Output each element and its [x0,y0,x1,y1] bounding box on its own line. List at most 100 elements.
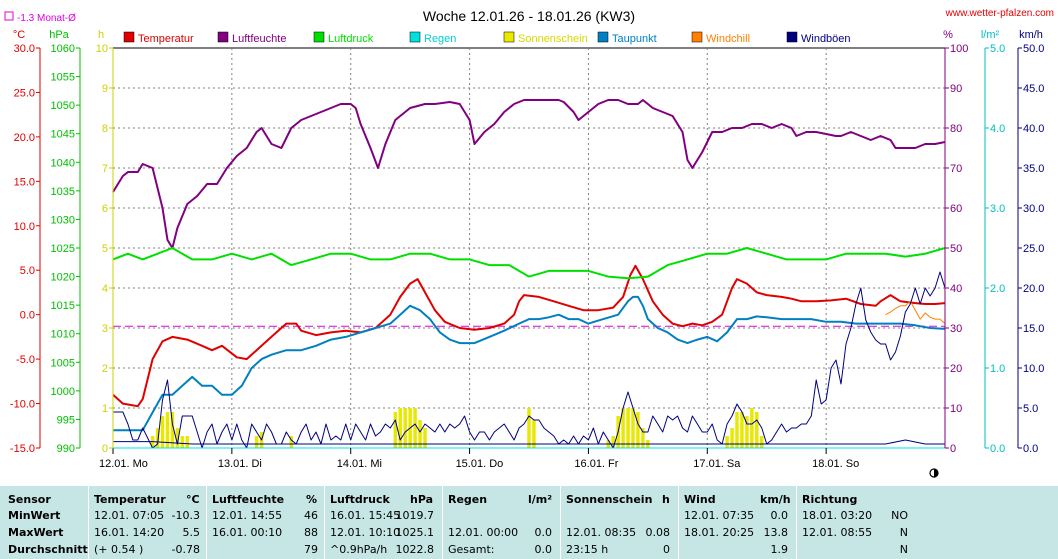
th-rain-unit: l/m² [528,493,553,506]
table-cell: 0.0 [770,509,789,522]
sun-tick-label: 8 [102,123,108,135]
series-line-dewpoint [113,295,946,432]
table-cell: 12.01. 10:10 [330,526,401,539]
sunshine-bar [740,412,744,448]
table-cell: 18.01. 20:25 [684,526,755,539]
humidity-tick-label: 60 [950,203,962,215]
table-divider [796,486,797,559]
legend-swatch [786,31,798,43]
sunshine-bar [755,412,759,448]
legend-label: Regen [424,33,456,45]
temp-tick-label: 5.0 [20,265,35,277]
table-cell: 16.01. 00:10 [212,526,283,539]
th-press: Luftdruck [330,493,390,506]
rain-unit: l/m² [981,29,1000,41]
table-cell: 1019.7 [395,509,435,522]
sun-tick-label: 4 [102,283,108,295]
table-cell: 12.01. 14:55 [212,509,283,522]
wind-tick-label: 20.0 [1023,283,1044,295]
row-label: MaxWert [8,526,64,539]
humidity-tick-label: 100 [950,43,968,55]
humidity-tick-label: 50 [950,243,962,255]
table-cell: 1.9 [770,543,789,556]
pressure-tick-label: 1005 [51,357,75,369]
legend-swatch [691,31,703,43]
stats-table: Sensor Temperatur °C Luftfeuchte % Luftd… [0,486,1058,559]
table-divider [560,486,561,559]
wind-tick-label: 25.0 [1023,243,1044,255]
table-cell: 5.5 [182,526,201,539]
humidity-tick-label: 0 [950,443,956,455]
sun-tick-label: 2 [102,363,108,375]
table-cell: 0 [663,543,670,556]
x-tick-label: 17.01. Sa [693,458,741,470]
wind-tick-label: 30.0 [1023,203,1044,215]
table-divider [324,486,325,559]
sunshine-bar [725,436,729,448]
wind-tick-label: 10.0 [1023,363,1044,375]
table-cell: 12.01. 08:55 [802,526,873,539]
pressure-tick-label: 990 [57,443,75,455]
table-cell: -10.3 [171,509,200,522]
sunshine-bar [180,436,185,448]
pressure-tick-label: 1045 [51,129,75,141]
table-divider [88,486,89,559]
th-sun-unit: h [662,493,670,506]
series-line-humidity [112,99,946,249]
rain-tick-label: 1.0 [990,363,1005,375]
website-label: www.wetter-pfalzen.com [945,8,1054,19]
sunshine-bar [413,408,417,448]
table-cell: -0.78 [171,543,200,556]
temp-unit: °C [13,29,25,41]
table-divider [678,486,679,559]
sunshine-bar [403,408,407,448]
month-avg-label: -1.3 Monat-Ø [17,13,76,24]
table-cell: ^0.9hPa/h [330,543,388,556]
pressure-tick-label: 1060 [51,43,75,55]
th-dir: Richtung [802,493,858,506]
temp-tick-label: -15.0 [10,443,35,455]
table-cell: 12.01. 08:35 [566,526,637,539]
sun-tick-label: 9 [102,83,108,95]
humidity-tick-label: 70 [950,163,962,175]
row-label: Durchschnitt [8,543,88,556]
chart-title: Woche 12.01.26 - 18.01.26 (KW3) [423,8,635,24]
table-cell: 0.0 [534,526,553,539]
x-tick-label: 18.01. So [812,458,859,470]
pressure-unit: hPa [49,29,69,41]
x-tick-label: 16.01. Fr [574,458,618,470]
pressure-tick-label: 1025 [51,243,75,255]
temp-tick-label: 30.0 [14,43,35,55]
wind-unit: km/h [1019,29,1043,41]
legend-label: Luftdruck [328,33,374,45]
th-rain: Regen [448,493,488,506]
legend-label: Temperatur [138,33,194,45]
temp-tick-label: 10.0 [14,221,35,233]
th-hum-unit: % [306,493,318,506]
sunshine-bar [160,416,165,448]
series-line-gust [113,271,946,449]
sunshine-bar [532,420,536,448]
legend-swatch [123,31,135,43]
wind-tick-label: 5.0 [1023,403,1038,415]
pressure-tick-label: 1000 [51,386,75,398]
sunshine-bar [735,412,739,448]
series-line-pressure [112,247,946,280]
legend-label: Windböen [801,33,851,45]
pressure-tick-label: 995 [57,414,75,426]
sunshine-bar [165,412,170,448]
table-cell: 1022.8 [395,543,435,556]
sunshine-bar [175,428,180,448]
wind-tick-label: 0.0 [1023,443,1038,455]
legend-label: Luftfeuchte [232,33,286,45]
temp-tick-label: 20.0 [14,132,35,144]
sun-tick-label: 1 [102,403,108,415]
rain-tick-label: 5.0 [990,43,1005,55]
pressure-tick-label: 1050 [51,100,75,112]
sunshine-bar [254,436,259,448]
row-label: MinWert [8,509,61,522]
humidity-unit: % [943,29,953,41]
th-temp-unit: °C [186,493,200,506]
sunshine-bar [750,408,754,448]
temp-tick-label: 25.0 [14,87,35,99]
